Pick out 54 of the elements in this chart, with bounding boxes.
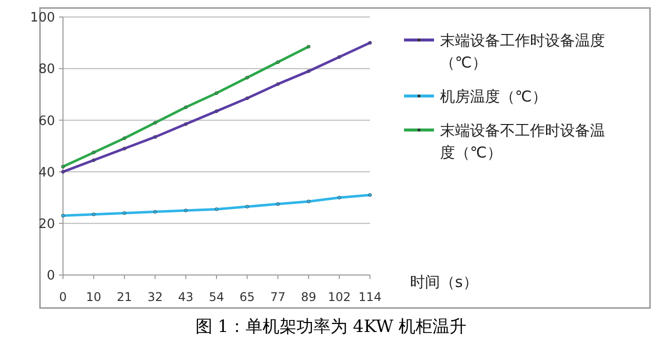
point xyxy=(184,208,188,212)
point xyxy=(61,214,65,218)
point xyxy=(122,146,126,150)
point xyxy=(61,170,65,174)
point xyxy=(153,120,157,125)
point xyxy=(92,150,96,154)
point xyxy=(368,193,372,197)
point xyxy=(338,55,342,59)
point xyxy=(245,204,249,208)
point xyxy=(214,109,218,113)
y-tick-label: 60 xyxy=(38,114,55,129)
legend-label: 末端设备不工作时设备温度（℃） xyxy=(440,121,605,162)
point xyxy=(368,41,372,45)
point xyxy=(276,202,280,206)
point xyxy=(276,60,280,64)
text: 图 1：单机架功率为 4KW 机柜温升 xyxy=(195,317,467,337)
y-tick-label: 40 xyxy=(38,165,55,180)
point xyxy=(184,122,188,126)
x-tick-label: 65 xyxy=(240,290,255,304)
legend-label: 机房温度（℃） xyxy=(440,87,547,106)
x-tick-label: 21 xyxy=(116,290,132,304)
x-tick-label: 89 xyxy=(300,290,316,304)
point xyxy=(61,164,65,168)
point xyxy=(122,136,126,140)
legend-label: 末端设备工作时设备温度（℃） xyxy=(440,31,605,72)
y-tick-label: 80 xyxy=(38,62,55,78)
line-series xyxy=(61,44,310,168)
x-tick-label: 43 xyxy=(178,290,194,304)
point xyxy=(214,91,218,95)
point xyxy=(122,211,126,215)
x-tick-label: 114 xyxy=(358,290,382,304)
x-tick-label: 10 xyxy=(86,290,102,304)
point xyxy=(306,44,310,48)
point xyxy=(276,82,280,86)
x-axis-title: 时间（s） xyxy=(410,273,478,291)
x-tick-label: 102 xyxy=(328,290,351,304)
point xyxy=(153,210,157,214)
point xyxy=(92,158,96,162)
point xyxy=(306,200,310,204)
x-tick-label: 32 xyxy=(147,290,163,304)
y-tick-label: 0 xyxy=(46,268,55,284)
x-tick-label: 54 xyxy=(208,290,224,304)
point xyxy=(153,135,157,139)
y-tick-label: 20 xyxy=(38,216,55,232)
point xyxy=(338,196,342,200)
point xyxy=(306,69,310,73)
point xyxy=(245,76,249,80)
x-tick-label: 0 xyxy=(59,290,67,304)
point xyxy=(92,212,96,216)
y-tick-label: 100 xyxy=(30,10,55,26)
point xyxy=(184,106,188,110)
point xyxy=(214,207,218,212)
point xyxy=(245,96,249,100)
x-tick-label: 77 xyxy=(270,290,286,304)
